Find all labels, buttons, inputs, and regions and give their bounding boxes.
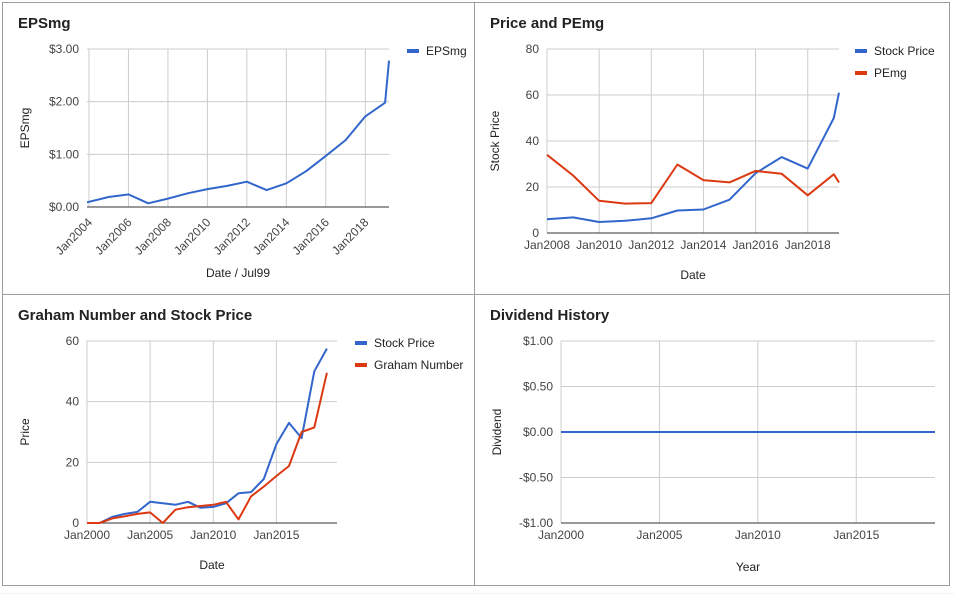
chart-title: Price and PEmg [490,15,605,32]
y-tick-label: $0.50 [523,380,553,394]
legend-label: EPSmg [426,44,467,58]
y-tick-label: -$0.50 [519,471,553,485]
x-tick-label: Jan2010 [171,215,214,258]
x-tick-label: Jan2012 [211,215,254,258]
x-tick-label: Jan2015 [253,528,299,542]
y-tick-label: $1.00 [49,147,79,161]
y-axis-title: EPSmg [18,108,32,149]
x-tick-label: Jan2010 [190,528,236,542]
chart-title: Dividend History [490,307,610,324]
x-tick-label: Jan2014 [250,215,293,258]
series-line-epsmg [86,60,390,205]
x-tick-label: Jan2008 [132,215,175,258]
legend-label: Stock Price [374,336,435,350]
graham-chart-svg: 0 20 40 60 Jan2000 Jan2005 Jan2010 Jan2015 Date P… [18,334,463,572]
y-tick-label: 0 [532,226,539,240]
x-tick-label: Jan2005 [636,528,682,542]
y-tick-label: 20 [526,180,540,194]
x-tick-label: Jan2018 [329,215,372,258]
y-tick-label: 40 [66,395,80,409]
y-tick-label: 20 [66,455,80,469]
x-tick-label: Jan2016 [289,215,332,258]
x-tick-label: Jan2004 [53,215,96,258]
dividend-chart-svg: -$1.00 -$0.50 $0.00 $0.50 $1.00 Jan2000 Jan200… [490,334,935,574]
x-axis-title: Year [736,560,760,574]
legend-label: PEmg [874,66,907,80]
x-tick-label: Jan2000 [64,528,110,542]
y-tick-label: 60 [526,88,540,102]
x-axis-title: Date [680,268,706,282]
x-tick-label: Jan2014 [680,238,726,252]
price-pemg-chart-svg: 0 20 40 60 80 Jan2008 Jan2010 Jan2012 Jan2014 Jan… [488,42,935,282]
x-tick-label: Jan2016 [733,238,779,252]
y-tick-label: $1.00 [523,334,553,348]
x-tick-label: Jan2006 [92,215,135,258]
x-axis-title: Date [199,558,225,572]
legend-swatch [855,49,867,53]
y-axis-title: Price [18,418,32,446]
legend-label: Graham Number [374,358,463,372]
x-tick-label: Jan2010 [576,238,622,252]
y-tick-label: $0.00 [49,200,79,214]
legend-swatch [407,49,419,53]
x-tick-label: Jan2010 [735,528,781,542]
graham-chart-panel: Graham Number and Stock Price 0 20 40 60 Jan… [2,294,475,586]
legend-swatch [355,363,367,367]
y-tick-label: -$1.00 [519,516,553,530]
y-tick-label: $3.00 [49,42,79,56]
y-tick-label: 40 [526,134,540,148]
eps-chart-panel: EPSmg $0.00 $1.00 $2.00 $3.00 Jan2004 Jan2006… [2,2,475,295]
y-tick-label: $2.00 [49,95,79,109]
series-line-pemg [546,154,840,205]
x-tick-label: Jan2005 [127,528,173,542]
y-axis-title: Stock Price [488,110,502,171]
chart-title: EPSmg [18,15,71,32]
y-tick-label: 0 [72,516,79,530]
price-pemg-chart-panel: Price and PEmg 0 20 40 60 80 Jan2008 Jan2010 Ja… [474,2,950,295]
legend-label: Stock Price [874,44,935,58]
y-tick-label: $0.00 [523,425,553,439]
x-tick-label: Jan2012 [628,238,674,252]
y-axis-title: Dividend [490,409,504,456]
chart-title: Graham Number and Stock Price [18,307,253,324]
series-line-stock-price [87,348,328,524]
dividend-chart-panel: Dividend History -$1.00 -$0.50 $0.00 $0.50 $… [474,294,950,586]
x-tick-label: Jan2000 [538,528,584,542]
x-axis-title: Date / Jul99 [206,266,270,280]
x-tick-label: Jan2008 [524,238,570,252]
x-tick-label: Jan2018 [785,238,831,252]
series-line-stock-price [546,92,840,223]
eps-chart-svg: $0.00 $1.00 $2.00 $3.00 Jan2004Jan2006Jan200… [18,42,467,280]
x-tick-label: Jan2015 [833,528,879,542]
legend-swatch [855,71,867,75]
legend-swatch [355,341,367,345]
y-tick-label: 60 [66,334,80,348]
y-tick-label: 80 [526,42,540,56]
series-line-graham-number [87,372,328,524]
